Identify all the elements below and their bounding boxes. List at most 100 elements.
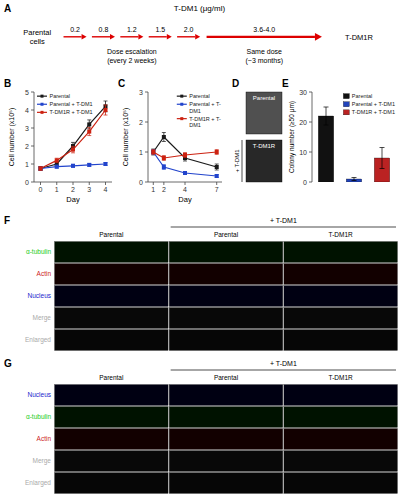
row-label: Nucleus [28, 292, 52, 299]
image-cell [55, 385, 169, 406]
series-line [41, 164, 106, 169]
text-line: DM1 [189, 108, 201, 114]
dose-arrow [64, 36, 82, 37]
text-line: Parental [50, 93, 71, 99]
panel-label: F [4, 215, 10, 226]
text-line: Parental [253, 95, 275, 101]
dose-label: 1.5 [155, 26, 165, 33]
error-cap [183, 157, 187, 158]
image-cell [169, 286, 283, 307]
y-tick [309, 92, 312, 93]
marker [151, 150, 155, 154]
text-line: Parental [99, 231, 124, 238]
text-line: Parental + T-DM1 [50, 101, 93, 107]
image-cell [55, 330, 169, 351]
bracket [171, 370, 396, 371]
x-axis-label: Day [66, 195, 80, 204]
image-cell [284, 473, 398, 494]
legend-swatch [343, 102, 349, 107]
text-line: α-tubulin [26, 248, 51, 255]
row-label: Actin [37, 270, 52, 277]
timeline: AT-DM1 (μg/ml)ParentalcellsT-DM1R0.20.81… [4, 3, 374, 65]
y-axis-label: Colony number (≥50 μm) [288, 101, 296, 173]
marker [71, 164, 75, 168]
series-line [41, 110, 106, 169]
x-tick [153, 182, 154, 185]
x-tick-label: 3 [87, 186, 91, 193]
row-label: α-tubulin [26, 413, 51, 420]
text-line: T-DM1R + T-DM1 [50, 109, 93, 115]
image-cell [169, 264, 283, 285]
text-line: Parental [99, 374, 124, 381]
marker [87, 130, 91, 134]
legend-label: Parental [50, 93, 71, 99]
dose-arrow [177, 36, 195, 37]
bracket [171, 227, 396, 228]
marker [55, 165, 59, 169]
image-cell [55, 429, 169, 450]
image-cell [284, 407, 398, 428]
text-line: Day [178, 195, 192, 204]
series-line [153, 137, 216, 167]
y-tick [31, 146, 34, 147]
text-line: Actin [37, 270, 52, 277]
y-tick-label: 4 [25, 107, 29, 114]
marker [151, 150, 155, 154]
series-line [153, 152, 216, 176]
plot-area [39, 101, 108, 171]
text-line: 0.8 [99, 26, 109, 33]
text-line: 30 [299, 89, 307, 96]
text-line: 7 [215, 186, 219, 193]
text-line: T-DM1R [345, 32, 374, 41]
legend-swatch [343, 94, 349, 99]
text-line: Same dose [247, 48, 283, 55]
row-label: Merge [33, 314, 52, 322]
error-cap [151, 154, 155, 155]
error-cap [352, 177, 357, 178]
dose-arrow [149, 36, 167, 37]
error-cap [162, 169, 166, 170]
marker [183, 171, 187, 175]
text-line: Colony number (≥50 μm) [288, 101, 296, 173]
image-cell [284, 308, 398, 329]
y-tick-label: 10 [299, 149, 307, 156]
marker [162, 165, 166, 169]
text-line: 3.6-4.0 [253, 26, 275, 33]
text-line: F [4, 215, 10, 226]
y-axis-label: Cell number (x10⁵) [122, 108, 130, 167]
figure: AT-DM1 (μg/ml)ParentalcellsT-DM1R0.20.81… [0, 0, 403, 500]
text-line: + T-DM1 [270, 217, 297, 224]
x-tick-label: 4 [104, 186, 108, 193]
text-line: T-DM1R + T-DM1 [352, 109, 395, 115]
panel-label: C [118, 78, 125, 89]
text-line: Parental [23, 28, 51, 37]
image-cell [284, 242, 398, 263]
text-line: T-DM1 (μg/ml) [174, 4, 226, 13]
text-line: cells [30, 37, 45, 46]
error-cap [162, 132, 166, 133]
image-cell [284, 264, 398, 285]
text-line: Enlarged [25, 479, 51, 487]
image-cell [169, 385, 283, 406]
image-cell [169, 308, 283, 329]
x-tick [216, 182, 217, 185]
marker [104, 162, 108, 166]
x-tick [89, 182, 90, 185]
y-axis-line [312, 92, 313, 182]
x-tick [105, 182, 106, 185]
text-line: DM1 [189, 122, 201, 128]
panel-label: E [282, 78, 289, 89]
panel-label: B [4, 78, 11, 89]
marker [215, 174, 219, 178]
text-line: (every 2 weeks) [107, 57, 156, 65]
image-cell [284, 385, 398, 406]
bracket [242, 140, 243, 182]
error-cap [151, 149, 155, 150]
x-tick [56, 182, 57, 185]
legend-line [37, 112, 47, 113]
text-line: Nucleus [28, 292, 52, 299]
image-cell [169, 242, 283, 263]
image-cell [55, 407, 169, 428]
image-cell [284, 451, 398, 472]
image-cell [169, 407, 283, 428]
